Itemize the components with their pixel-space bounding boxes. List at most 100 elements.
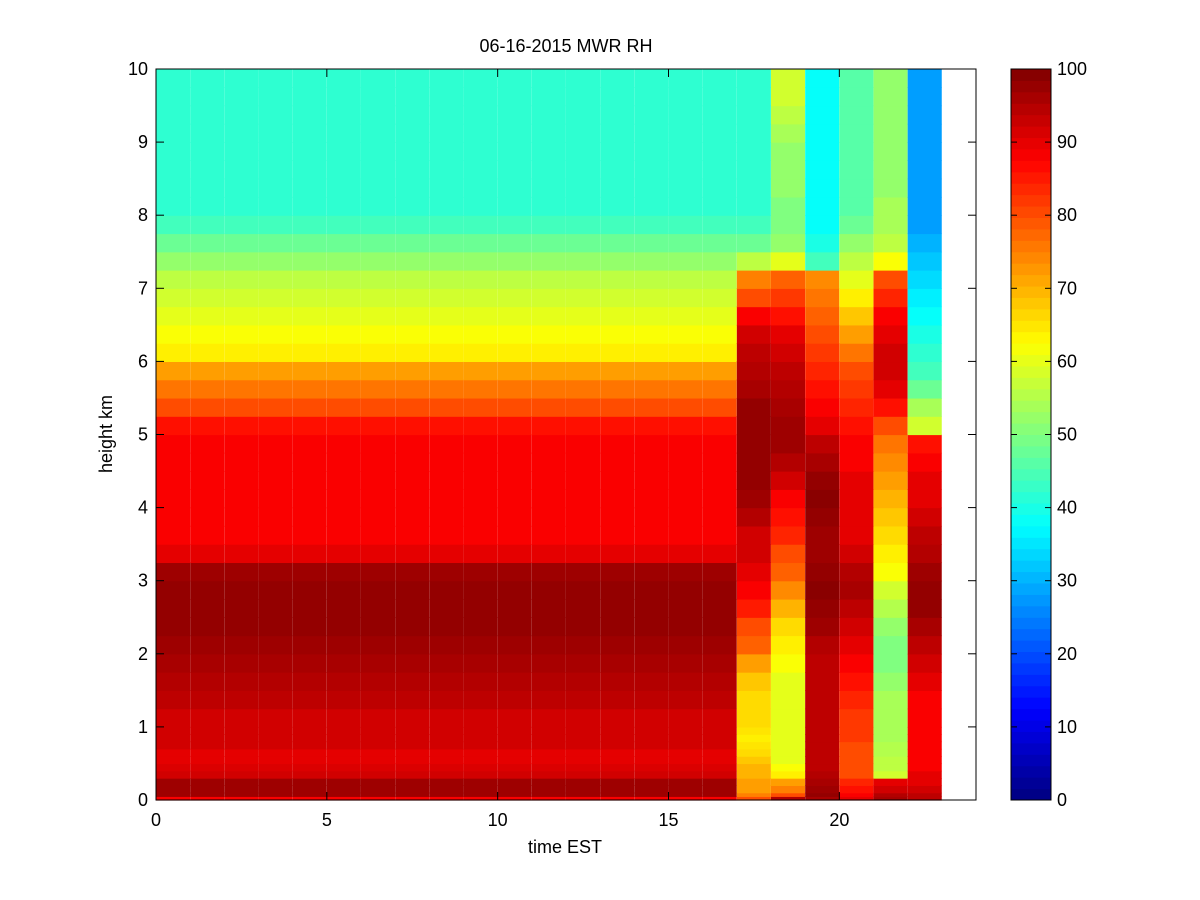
heatmap-cell: [873, 397, 908, 417]
heatmap-cell: [566, 748, 601, 757]
heatmap-cell: [771, 361, 806, 381]
heatmap-cell: [771, 672, 806, 691]
heatmap-cell: [224, 562, 259, 582]
heatmap-cell: [258, 160, 293, 180]
heatmap-cell: [634, 748, 669, 757]
heatmap-cell: [771, 379, 806, 399]
y-tick-label: 9: [138, 132, 148, 152]
heatmap-cell: [839, 416, 874, 436]
heatmap-cell: [566, 741, 601, 750]
heatmap-cell: [634, 489, 669, 509]
heatmap-cell: [258, 525, 293, 545]
heatmap-cell: [907, 471, 942, 490]
heatmap-cell: [839, 741, 874, 750]
heatmap-cell: [224, 653, 259, 673]
heatmap-cell: [190, 233, 225, 253]
heatmap-cell: [873, 251, 908, 271]
colorbar-tick-label: 50: [1057, 425, 1077, 445]
heatmap-cell: [805, 270, 840, 289]
heatmap-cell: [224, 734, 259, 743]
heatmap-cell: [463, 741, 498, 750]
heatmap-cell: [224, 489, 259, 509]
heatmap-cell: [156, 770, 191, 779]
heatmap-cell: [702, 379, 737, 399]
heatmap-cell: [497, 105, 532, 125]
heatmap-cell: [292, 324, 327, 344]
heatmap-cell: [634, 160, 669, 180]
heatmap-cell: [566, 270, 601, 289]
heatmap-cell: [326, 690, 361, 710]
x-tick-label: 15: [658, 810, 678, 830]
heatmap-cell: [736, 763, 771, 772]
heatmap-cell: [634, 756, 669, 765]
y-tick-label: 2: [138, 644, 148, 664]
colorbar-swatch: [1011, 308, 1051, 321]
heatmap-cell: [566, 672, 601, 691]
heatmap-cell: [156, 452, 191, 472]
y-tick-label: 0: [138, 790, 148, 810]
heatmap-cell: [463, 416, 498, 436]
heatmap-cell: [258, 215, 293, 235]
heatmap-cell: [702, 756, 737, 765]
heatmap-cell: [156, 763, 191, 772]
heatmap-cell: [873, 525, 908, 545]
heatmap-cell: [566, 785, 601, 794]
heatmap-cell: [907, 452, 942, 472]
heatmap-cell: [771, 726, 806, 735]
heatmap-cell: [634, 105, 669, 125]
heatmap-cell: [805, 598, 840, 618]
heatmap-cell: [156, 379, 191, 399]
heatmap-cell: [600, 770, 635, 779]
colorbar-tick-label: 20: [1057, 644, 1077, 664]
heatmap-cell: [873, 756, 908, 765]
heatmap-cell: [326, 741, 361, 750]
heatmap-cell: [668, 653, 703, 673]
heatmap-cell: [702, 196, 737, 216]
heatmap-cell: [531, 343, 566, 363]
heatmap-cell: [702, 270, 737, 289]
heatmap-cell: [463, 215, 498, 235]
heatmap-cell: [258, 270, 293, 289]
heatmap-cell: [326, 734, 361, 743]
heatmap-cell: [907, 215, 942, 235]
heatmap-cell: [463, 142, 498, 161]
heatmap-cell: [292, 525, 327, 545]
heatmap-cell: [224, 215, 259, 235]
heatmap-cell: [702, 142, 737, 161]
heatmap-cell: [839, 748, 874, 757]
heatmap-cell: [395, 598, 430, 618]
heatmap-cell: [156, 785, 191, 794]
heatmap-cell: [839, 580, 874, 600]
heatmap-cell: [668, 471, 703, 490]
heatmap-cell: [224, 324, 259, 344]
heatmap-cell: [429, 778, 464, 786]
heatmap-cell: [566, 708, 601, 728]
heatmap-cell: [736, 792, 771, 797]
colorbar-tick-label: 100: [1057, 59, 1087, 79]
heatmap-cell: [395, 507, 430, 527]
heatmap-cell: [190, 756, 225, 765]
heatmap-cell: [771, 741, 806, 750]
heatmap-cell: [805, 215, 840, 235]
heatmap-cell: [361, 233, 396, 253]
heatmap-cell: [566, 525, 601, 545]
heatmap-cell: [907, 544, 942, 564]
heatmap-cell: [497, 361, 532, 381]
heatmap-cell: [190, 215, 225, 235]
heatmap-cell: [736, 756, 771, 765]
heatmap-cell: [839, 215, 874, 235]
heatmap-cell: [805, 306, 840, 326]
heatmap-cell: [531, 397, 566, 417]
heatmap-cell: [361, 288, 396, 308]
heatmap-cell: [736, 452, 771, 472]
heatmap-cell: [771, 770, 806, 779]
heatmap-cell: [736, 734, 771, 743]
heatmap-cell: [668, 544, 703, 564]
heatmap-cell: [190, 562, 225, 582]
heatmap-cell: [292, 507, 327, 527]
heatmap-cell: [463, 270, 498, 289]
heatmap-cell: [156, 233, 191, 253]
heatmap-cell: [668, 785, 703, 794]
heatmap-cell: [224, 763, 259, 772]
heatmap-cell: [463, 525, 498, 545]
